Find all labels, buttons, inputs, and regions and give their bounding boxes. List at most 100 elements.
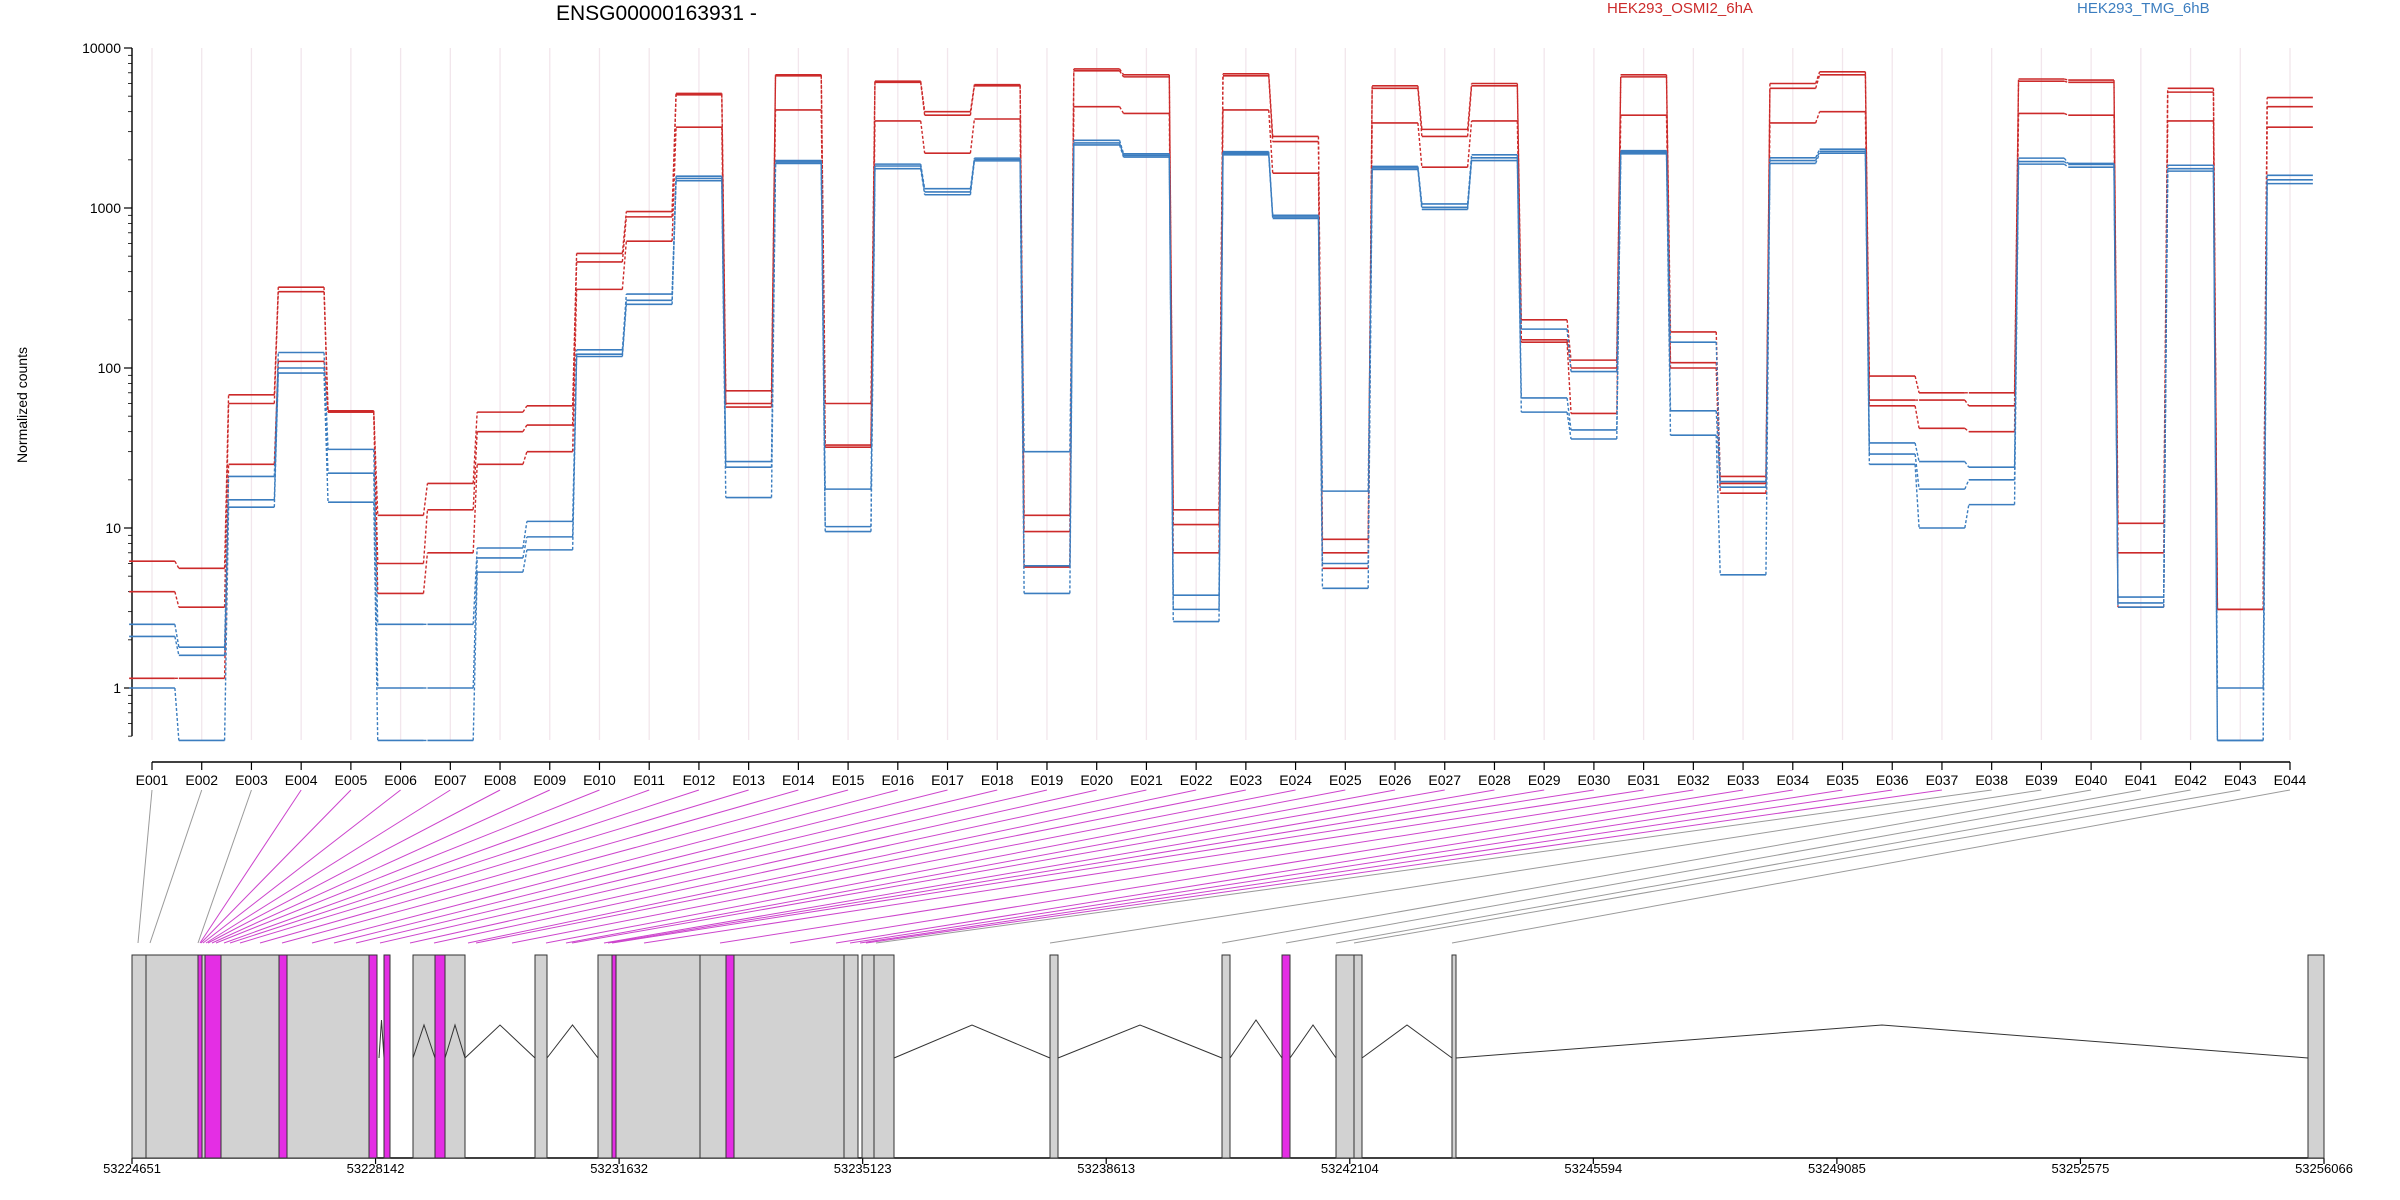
exon [733, 954, 845, 1159]
series-segment [621, 241, 628, 290]
genome-tick-label: 53242104 [1321, 1161, 1379, 1176]
x-tick-label: E003 [235, 772, 268, 788]
intron-line [1057, 1024, 1223, 1059]
exon-highlighted [204, 954, 222, 1159]
series-segment [472, 412, 478, 484]
series-5 [129, 144, 2313, 742]
exon-highlighted [383, 954, 391, 1159]
genome-tick-label: 53256066 [2295, 1161, 2353, 1176]
series-segment [174, 624, 180, 648]
genome-tick-label: 53249085 [1808, 1161, 1866, 1176]
connector-line [643, 789, 1644, 944]
series-segment [1815, 111, 1821, 124]
x-tick-label: E015 [832, 772, 865, 788]
x-tick-label: E016 [881, 772, 914, 788]
series-segment [621, 216, 628, 263]
series-segment [1268, 154, 1274, 219]
series-segment [1815, 151, 1821, 161]
exon-highlighted [368, 954, 378, 1159]
intron-line [1361, 1024, 1453, 1059]
series-segment [1665, 153, 1672, 436]
series-segment [323, 373, 329, 503]
exon [286, 954, 370, 1159]
connector-line [545, 789, 1346, 944]
series-segment [1417, 169, 1423, 210]
exon [534, 954, 548, 1159]
connector-line [1353, 789, 2241, 944]
series-segment [174, 591, 180, 608]
x-tick-label: E020 [1080, 772, 1113, 788]
series-segment [571, 356, 578, 550]
exon [843, 954, 859, 1159]
series-segment [1715, 410, 1721, 488]
series-segment [522, 549, 528, 573]
x-tick-label: E042 [2174, 772, 2207, 788]
series-segment [1466, 85, 1473, 137]
y-tick-label: 1 [113, 680, 121, 696]
connector-line [205, 789, 451, 944]
connector-line [137, 789, 153, 944]
series-segment [1715, 435, 1721, 575]
series-segment [1765, 163, 1771, 575]
series-segment [621, 304, 628, 357]
series-segment [1964, 461, 1970, 468]
exon [615, 954, 701, 1159]
series-segment [1118, 144, 1125, 158]
series-segment [1466, 83, 1473, 130]
x-tick-label: E001 [136, 772, 169, 788]
series-segment [1218, 154, 1224, 622]
intron-line [464, 1024, 536, 1059]
series-segment [919, 82, 926, 116]
series-segment [919, 81, 926, 112]
x-tick-label: E022 [1180, 772, 1213, 788]
series-segment [1417, 122, 1423, 168]
x-tick-label: E009 [533, 772, 566, 788]
series-segment [422, 483, 429, 516]
connector-line [149, 789, 203, 944]
connector-line [239, 789, 749, 944]
x-tick-label: E017 [931, 772, 964, 788]
series-segment [1118, 106, 1125, 114]
series-segment [1914, 405, 1920, 429]
x-tick-label: E013 [732, 772, 765, 788]
series-segment [1914, 453, 1920, 490]
series-segment [1715, 342, 1721, 482]
series-segment [1118, 140, 1125, 155]
x-tick-label: E038 [1975, 772, 2008, 788]
x-tick-label: E040 [2075, 772, 2108, 788]
series-segment [2262, 175, 2268, 689]
genome-tick-label: 53252575 [2052, 1161, 2110, 1176]
exon-highlighted [197, 954, 203, 1159]
series-segment [671, 94, 677, 217]
series-segment [2063, 112, 2069, 116]
series-segment [1417, 166, 1423, 205]
series-segment [1914, 375, 1920, 393]
series-segment [1814, 71, 1821, 84]
x-tick-label: E023 [1230, 772, 1263, 788]
axes-layer: 1 10 100 1000 10000 E001 E002 E003 E004 E005 E006 E… [82, 40, 2306, 788]
series-segment [522, 405, 528, 413]
connector-line [1335, 789, 2191, 944]
series-segment [223, 507, 230, 741]
series-segment [373, 449, 379, 625]
connector-line [259, 789, 799, 944]
legend-entry-osmi2: HEK293_OSMI2_6hA [1607, 0, 1753, 17]
genome-tick-label: 53235123 [834, 1161, 892, 1176]
series-segment [323, 291, 329, 413]
connector-line [467, 789, 1197, 944]
intron-line [378, 1019, 385, 1059]
series-segment [1168, 157, 1174, 622]
series-segment [919, 165, 926, 193]
intron-line [412, 1023, 436, 1059]
series-segment [1466, 157, 1473, 208]
connector-line [409, 789, 1097, 944]
x-tick-label: E011 [633, 772, 665, 788]
x-tick-label: E014 [782, 772, 815, 788]
series-segment [1268, 109, 1274, 174]
exon [145, 954, 199, 1159]
series-segment [969, 160, 976, 195]
connector-layer [137, 789, 2291, 944]
exon [1335, 954, 1355, 1159]
series-segment [273, 367, 279, 500]
x-tick-label: E002 [185, 772, 218, 788]
